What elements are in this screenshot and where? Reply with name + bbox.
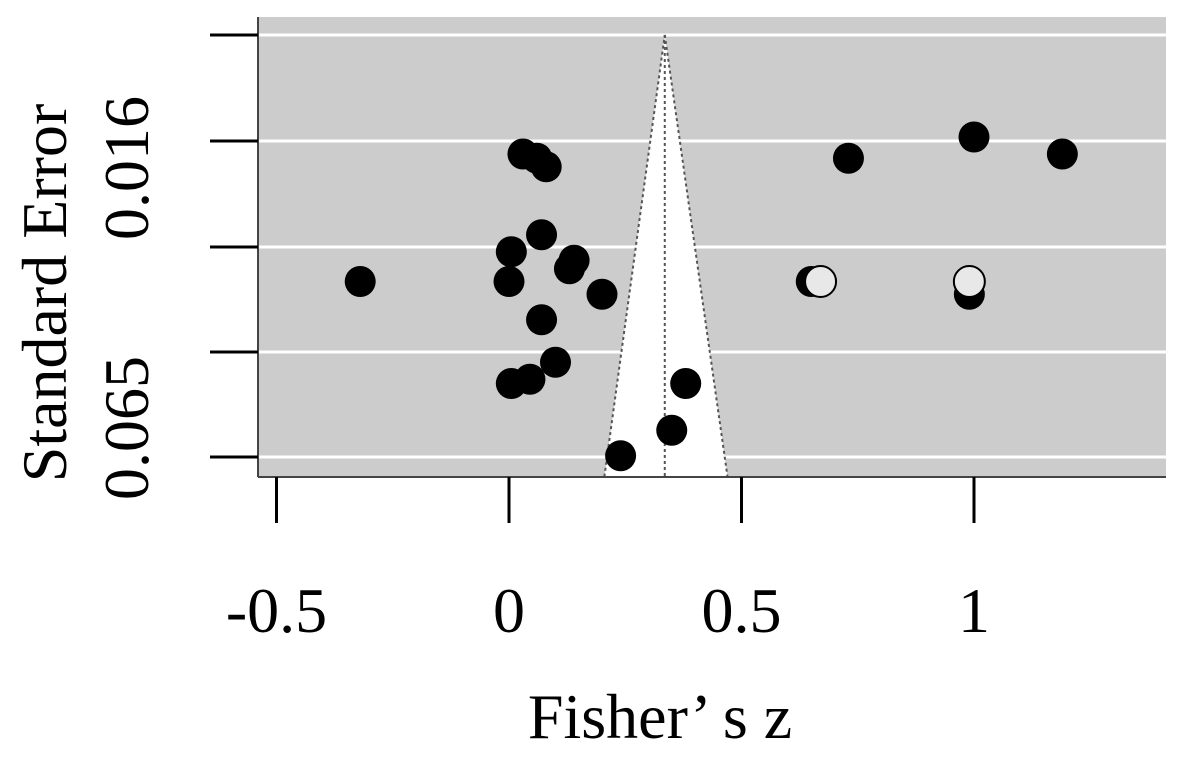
data-point-0-6 — [526, 219, 558, 251]
x-axis: -0.5 0 0.5 1 — [226, 476, 1166, 646]
data-point-0-0 — [344, 266, 376, 297]
y-tick-label-0: 0.016 — [91, 96, 162, 240]
data-point-0-1 — [493, 266, 525, 297]
x-tick-label-3: 1 — [958, 575, 990, 646]
gridlines — [258, 33, 1166, 459]
y-tick-label-1: 0.065 — [91, 356, 162, 500]
data-point-0-2 — [495, 236, 527, 268]
data-point-0-10 — [526, 304, 558, 336]
funnel-region — [603, 34, 729, 478]
data-point-0-20 — [1046, 138, 1078, 170]
data-point-1-0 — [804, 265, 838, 298]
data-point-0-19 — [958, 121, 990, 153]
data-point-0-5 — [530, 151, 562, 183]
data-point-0-9 — [586, 278, 618, 310]
x-tick-label-2: 0.5 — [702, 575, 782, 646]
x-axis-title: Fisher’ s z — [528, 681, 792, 752]
data-points — [344, 121, 1078, 472]
data-point-0-16 — [605, 440, 637, 472]
x-tick-label-0: -0.5 — [226, 575, 327, 646]
data-point-0-14 — [670, 368, 702, 399]
data-point-0-18 — [832, 142, 864, 174]
y-axis — [210, 17, 259, 477]
data-point-0-12 — [514, 363, 546, 395]
data-point-1-1 — [952, 265, 986, 298]
data-point-0-8 — [553, 253, 585, 285]
data-point-0-13 — [540, 346, 571, 378]
data-point-0-15 — [656, 414, 688, 446]
y-axis-title: Standard Error — [9, 104, 80, 483]
x-tick-label-1: 0 — [493, 575, 525, 646]
